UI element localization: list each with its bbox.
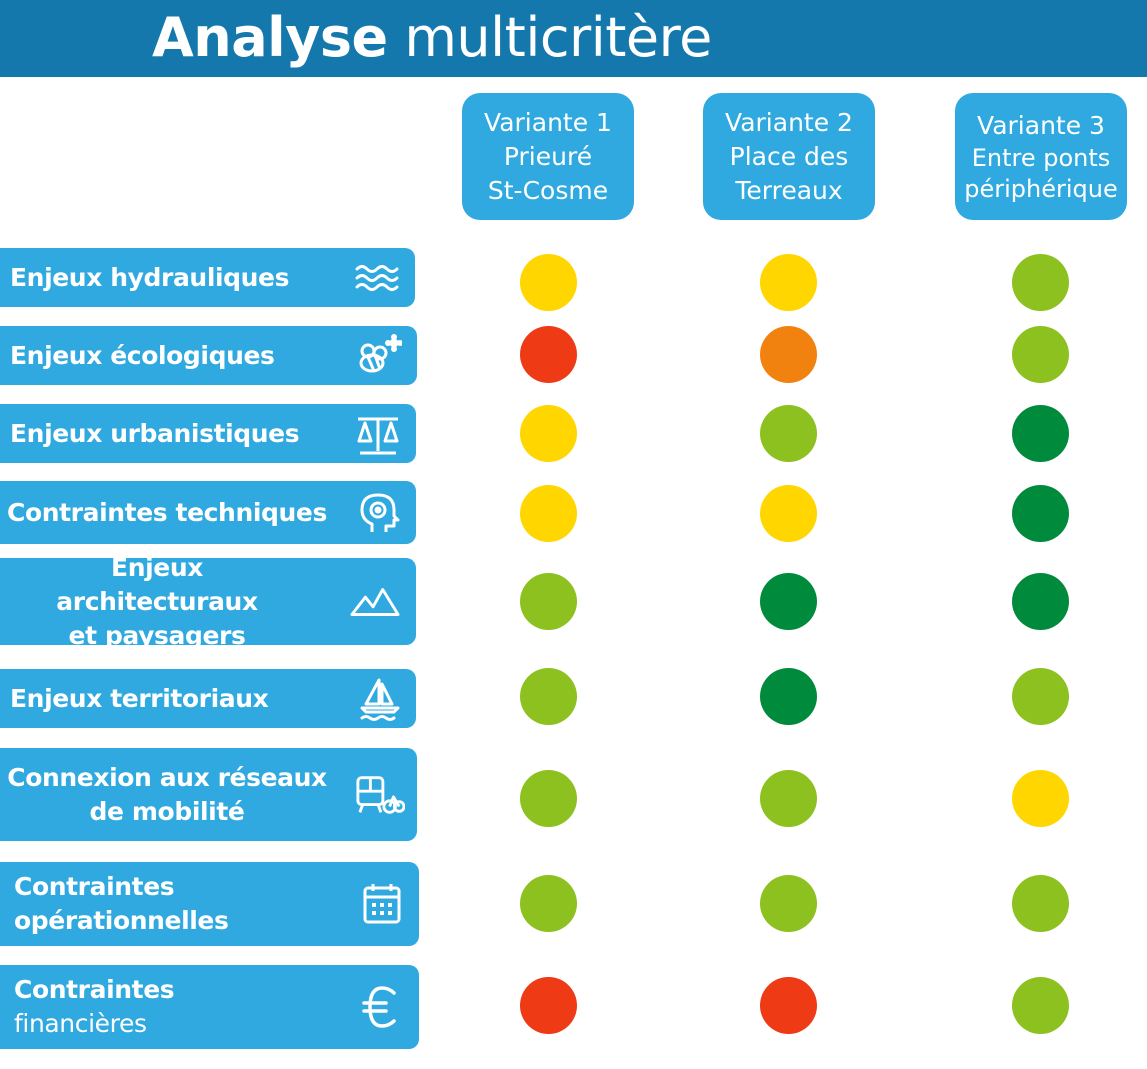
rating-dot-lightgreen-row8-variant-1 [519,874,577,932]
rating-dot-yellow-row3-variant-1 [519,404,577,462]
rating-dot-yellow-row4-variant-1 [519,484,577,542]
rating-dot-lightgreen-row5-variant-1 [519,572,577,630]
rating-dot-darkgreen-row6-variant-2 [759,667,817,725]
variant-1-line2: Prieuré [503,141,593,171]
variant-header-3: Variante 3 Entre ponts périphérique [955,93,1127,220]
variant-header-1: Variante 1 Prieuré St-Cosme [462,93,634,220]
criterion-operationnelles: Contraintes opérationnelles [0,862,419,946]
criterion-label: Enjeux territoriaux [10,683,269,713]
variant-3-line2: Entre ponts [971,143,1111,172]
rating-dot-darkgreen-row4-variant-3 [1011,484,1069,542]
tram-bike-icon [355,770,405,820]
rating-dot-lightgreen-row3-variant-2 [759,404,817,462]
rating-dot-lightgreen-row8-variant-2 [759,874,817,932]
rating-dot-red-row9-variant-1 [519,976,577,1034]
rating-dot-orange-row2-variant-2 [759,325,817,383]
rating-dot-darkgreen-row5-variant-3 [1011,572,1069,630]
criterion-ecologiques: Enjeux écologiques [0,326,417,385]
criterion-techniques: Contraintes techniques [0,481,416,544]
criterion-label-line2: opérationnelles [14,906,229,935]
variant-1-line1: Variante 1 [484,107,612,137]
variant-3-line1: Variante 3 [977,110,1105,140]
rating-dot-yellow-row7-variant-3 [1011,769,1069,827]
criterion-architecturaux: Enjeux architecturaux et paysagers [0,553,416,650]
rating-dot-red-row2-variant-1 [519,325,577,383]
variant-2-line3: Terreaux [735,175,843,205]
criterion-label: Enjeux écologiques [10,340,275,370]
head-gear-icon [354,488,404,538]
rating-dot-lightgreen-row6-variant-3 [1011,667,1069,725]
rating-dot-darkgreen-row5-variant-2 [759,572,817,630]
criterion-mobilite: Connexion aux réseaux de mobilité [0,748,417,841]
criterion-label-line1: Contraintes [14,872,175,901]
criterion-financieres: Contraintes financières [0,965,419,1049]
criterion-label-line1: Contraintes [14,975,175,1004]
rating-dot-lightgreen-row8-variant-3 [1011,874,1069,932]
criterion-urbanistiques: Enjeux urbanistiques [0,404,416,463]
mountains-icon [350,577,400,627]
euro-icon [356,982,406,1032]
rating-dot-red-row9-variant-2 [759,976,817,1034]
variant-3-line3: périphérique [964,174,1118,203]
sailboat-icon [355,674,405,724]
header-bar: Analyse multicritère [0,0,1147,77]
rating-dot-yellow-row1-variant-1 [519,253,577,311]
criterion-territoriaux: Enjeux territoriaux [0,669,416,728]
rating-dot-lightgreen-row7-variant-1 [519,769,577,827]
rating-dot-lightgreen-row2-variant-3 [1011,325,1069,383]
rating-dot-lightgreen-row9-variant-3 [1011,976,1069,1034]
variant-2-line1: Variante 2 [725,107,853,137]
criterion-label: Contraintes techniques [7,497,327,527]
criterion-label: Enjeux hydrauliques [10,262,290,292]
waves-icon [353,253,403,303]
calendar-icon [357,879,407,929]
criterion-label: Enjeux urbanistiques [10,418,300,448]
rating-dot-darkgreen-row3-variant-3 [1011,404,1069,462]
rating-dot-lightgreen-row7-variant-2 [759,769,817,827]
bee-flower-icon [353,331,403,381]
scales-icon [353,409,403,459]
title-bold: Analyse [152,6,388,69]
criterion-label-line2: et paysagers [68,620,246,650]
rating-dot-yellow-row4-variant-2 [759,484,817,542]
variant-1-line3: St-Cosme [487,175,609,205]
rating-dot-lightgreen-row6-variant-1 [519,667,577,725]
criterion-hydrauliques: Enjeux hydrauliques [0,248,415,307]
rating-dot-yellow-row1-variant-2 [759,253,817,311]
variant-header-2: Variante 2 Place des Terreaux [703,93,875,220]
criterion-label-line1: Enjeux architecturaux [56,552,258,616]
variant-2-line2: Place des [729,141,849,171]
criterion-label-line2: de mobilité [89,796,245,826]
criterion-label-line2: financières [14,1009,147,1038]
page-title: Analyse multicritère [152,2,712,74]
title-light: multicritère [404,6,712,69]
rating-dot-lightgreen-row1-variant-3 [1011,253,1069,311]
criterion-label-line1: Connexion aux réseaux [7,762,327,792]
